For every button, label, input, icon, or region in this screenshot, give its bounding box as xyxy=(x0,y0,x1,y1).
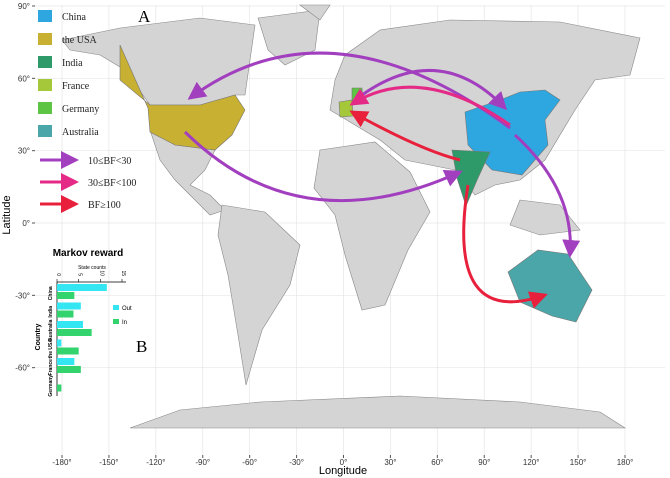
panel-label: A xyxy=(138,7,151,26)
inset-bar xyxy=(57,329,92,336)
x-tick-label: -150° xyxy=(99,458,118,467)
inset-category: China xyxy=(48,286,54,300)
legend-label: China xyxy=(62,12,86,23)
inset-legend-label: Out xyxy=(122,306,132,312)
x-tick-label: 60° xyxy=(431,458,443,467)
inset-legend-label: In xyxy=(122,320,127,326)
inset-bar xyxy=(57,339,62,347)
x-tick-label: 90° xyxy=(478,458,490,467)
legend-label: 10≤BF<30 xyxy=(88,156,131,167)
inset-category: Australia xyxy=(48,319,54,341)
flow-arrows xyxy=(183,51,581,309)
legend-swatch xyxy=(38,56,52,68)
legend-label: BF≥100 xyxy=(88,200,121,211)
inset-tick-label: 0 xyxy=(55,273,61,276)
legend-label: France xyxy=(62,81,90,92)
inset-title: Markov reward xyxy=(53,248,124,259)
inset-bar xyxy=(57,366,81,373)
x-tick-label: 30° xyxy=(384,458,396,467)
legend-swatch xyxy=(38,79,52,91)
y-axis-label: Latitude xyxy=(1,195,13,234)
legend-swatch xyxy=(38,10,52,22)
inset-bar xyxy=(57,292,75,299)
x-tick-label: 180° xyxy=(617,458,634,467)
x-tick-label: -30° xyxy=(289,458,304,467)
legend-swatch xyxy=(38,33,52,45)
inset-y-label: Country xyxy=(35,323,42,350)
inset-category: India xyxy=(48,306,54,318)
inset-bar xyxy=(57,310,74,318)
inset-category: France xyxy=(48,359,54,376)
inset-legend-swatch xyxy=(113,319,119,324)
inset-tick-label: 10 xyxy=(98,270,104,276)
inset-tick-label: 5 xyxy=(77,273,83,276)
y-tick-label: 0° xyxy=(22,219,30,228)
y-tick-label: 90° xyxy=(18,2,30,11)
legend-label: Germany xyxy=(62,104,99,115)
inset-bar xyxy=(57,321,83,328)
panel-label: B xyxy=(136,337,147,356)
inset-bar xyxy=(57,384,62,392)
legend-swatch xyxy=(38,102,52,114)
land xyxy=(61,4,641,429)
x-tick-label: -90° xyxy=(195,458,210,467)
inset-bar xyxy=(57,284,107,291)
inset-category: the USA xyxy=(48,339,54,359)
inset-bar xyxy=(57,302,81,310)
inset-tick-label: 15 xyxy=(120,270,126,276)
legend-label: the USA xyxy=(62,35,98,46)
inset-x-label: State counts xyxy=(78,265,106,271)
x-tick-label: 120° xyxy=(523,458,540,467)
legend-swatch xyxy=(38,125,52,137)
y-tick-label: -60° xyxy=(15,364,30,373)
inset-bar xyxy=(57,358,75,365)
x-tick-label: -120° xyxy=(146,458,165,467)
x-tick-label: 150° xyxy=(570,458,587,467)
y-tick-label: 60° xyxy=(18,74,30,83)
x-tick-label: -180° xyxy=(52,458,71,467)
x-tick-label: 0° xyxy=(340,458,348,467)
y-tick-label: -30° xyxy=(15,291,30,300)
inset-category: Germany xyxy=(48,375,54,397)
legend-label: Australia xyxy=(62,127,99,138)
x-axis-label: Longitude xyxy=(319,465,367,477)
legend-label: India xyxy=(62,58,83,69)
legend-label: 30≤BF<100 xyxy=(88,178,136,189)
inset-bar xyxy=(57,347,79,355)
y-tick-label: 30° xyxy=(18,147,30,156)
inset-legend-swatch xyxy=(113,305,119,310)
x-tick-label: -60° xyxy=(242,458,257,467)
